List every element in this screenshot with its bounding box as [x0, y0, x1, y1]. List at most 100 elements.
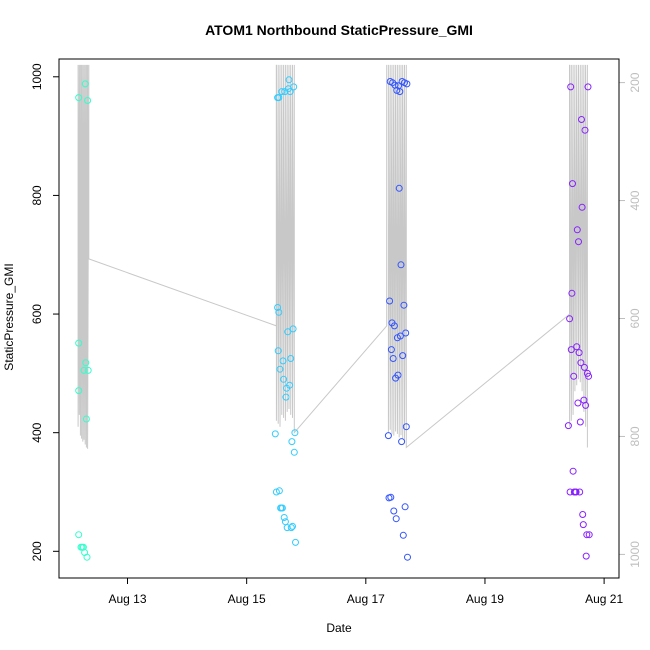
data-point-s2-14 — [279, 357, 287, 365]
data-point-s4-16 — [574, 399, 582, 407]
data-point-s2-30 — [289, 522, 296, 530]
data-point-s2-32 — [290, 83, 298, 91]
y-tick-label-1000: 1000 — [30, 63, 44, 90]
chart-title: ATOM1 Northbound StaticPressure_GMI — [205, 22, 473, 38]
data-point-s2-25 — [286, 381, 294, 389]
data-point-s2-5 — [274, 347, 282, 355]
data-point-s4-13 — [572, 488, 580, 496]
data-point-s3-26 — [399, 531, 407, 539]
data-point-s2-29 — [288, 438, 296, 446]
data-point-s3-27 — [400, 301, 408, 309]
data-point-s4-31 — [583, 531, 591, 539]
data-point-s4-20 — [576, 418, 584, 426]
data-point-s2-8 — [275, 487, 283, 495]
data-point-s3-3 — [386, 297, 394, 305]
data-point-s4-4 — [567, 83, 575, 91]
data-point-s1-2 — [75, 339, 83, 347]
data-point-s3-21 — [396, 332, 404, 340]
data-point-s2-28 — [287, 524, 295, 532]
data-point-s4-23 — [578, 203, 586, 211]
y-tick-label-200: 200 — [30, 541, 44, 561]
data-point-s4-35 — [585, 531, 593, 539]
data-point-s4-9 — [570, 372, 578, 380]
y2-tick-label-1000: 1000 — [628, 541, 642, 568]
x-tick-label-19: Aug 19 — [466, 592, 504, 606]
data-point-s1-11 — [82, 359, 90, 367]
trace-line-4 — [569, 64, 588, 448]
data-point-s2-6 — [275, 94, 283, 102]
data-point-s2-27 — [287, 355, 295, 362]
data-point-s1-14 — [84, 97, 92, 104]
data-point-s4-25 — [579, 521, 587, 529]
data-point-s2-33 — [290, 448, 298, 456]
data-point-s4-5 — [567, 346, 575, 354]
data-point-s4-22 — [578, 116, 585, 123]
data-point-s2-21 — [283, 524, 291, 532]
data-point-s2-15 — [280, 375, 288, 383]
data-point-s3-19 — [395, 184, 403, 192]
data-point-s1-4 — [75, 531, 83, 539]
data-point-s2-24 — [285, 76, 293, 84]
x-tick-label-13: Aug 13 — [108, 592, 146, 606]
data-point-s2-4 — [274, 304, 282, 311]
data-point-s3-8 — [389, 79, 397, 87]
trace-line-3 — [387, 64, 571, 449]
data-point-s3-20 — [396, 88, 404, 96]
data-point-s1-3 — [75, 387, 83, 395]
y-axis-label: StaticPressure_GMI — [2, 263, 16, 370]
data-point-s4-8 — [569, 467, 577, 475]
data-point-s4-18 — [575, 349, 583, 357]
data-point-s4-7 — [569, 180, 576, 188]
data-point-s3-30 — [402, 329, 410, 337]
data-point-s3-33 — [404, 553, 411, 561]
data-point-s4-21 — [577, 359, 585, 367]
data-point-s2-19 — [282, 393, 290, 401]
data-point-s4-34 — [585, 372, 593, 380]
data-point-s3-31 — [402, 423, 410, 431]
y2-tick-label-600: 600 — [628, 308, 642, 328]
data-point-s4-1 — [564, 422, 572, 430]
data-point-s1-10 — [81, 80, 89, 88]
data-point-s3-17 — [394, 371, 402, 379]
data-point-s3-29 — [401, 503, 409, 511]
data-point-s4-2 — [566, 315, 574, 323]
data-point-s3-9 — [389, 355, 397, 362]
data-point-s2-34 — [291, 429, 299, 437]
data-point-s1-13 — [83, 553, 91, 561]
data-point-s2-7 — [275, 308, 283, 316]
gray-trace-layer — [77, 64, 588, 449]
data-point-s1-1 — [75, 94, 83, 102]
data-point-s3-32 — [403, 80, 411, 88]
y-tick-label-400: 400 — [30, 422, 44, 442]
data-point-s2-18 — [281, 518, 289, 526]
data-point-s3-23 — [398, 438, 406, 446]
data-point-s2-16 — [280, 514, 288, 521]
x-tick-label-21: Aug 21 — [585, 592, 623, 606]
data-point-s4-19 — [576, 488, 584, 496]
data-point-s2-9 — [276, 365, 284, 373]
data-point-s3-14 — [392, 515, 400, 523]
data-point-s4-15 — [573, 226, 581, 234]
data-point-s4-6 — [568, 289, 576, 297]
data-point-s3-22 — [397, 261, 405, 269]
y2-tick-label-800: 800 — [628, 426, 642, 446]
data-point-s2-31 — [289, 325, 297, 333]
y2-tick-label-400: 400 — [628, 190, 642, 210]
data-point-s1-12 — [82, 415, 90, 423]
data-point-s4-33 — [584, 83, 592, 91]
axis-layer: 200 400 600 800 1000 Aug 13 Aug 15 Aug 17 Aug 19… — [30, 63, 642, 606]
data-points-layer — [75, 76, 593, 561]
data-point-s4-24 — [579, 511, 587, 518]
data-point-s4-14 — [573, 343, 581, 351]
data-point-s3-10 — [390, 507, 398, 515]
data-point-s4-28 — [581, 126, 589, 134]
data-point-s2-13 — [278, 504, 286, 512]
x-axis-label: Date — [326, 621, 352, 635]
trace-line-2 — [275, 64, 388, 435]
data-point-s4-29 — [582, 401, 590, 409]
data-point-s2-22 — [284, 328, 292, 336]
data-point-s3-5 — [387, 493, 395, 501]
trace-line-1 — [77, 64, 277, 449]
plot-border — [58, 58, 620, 579]
